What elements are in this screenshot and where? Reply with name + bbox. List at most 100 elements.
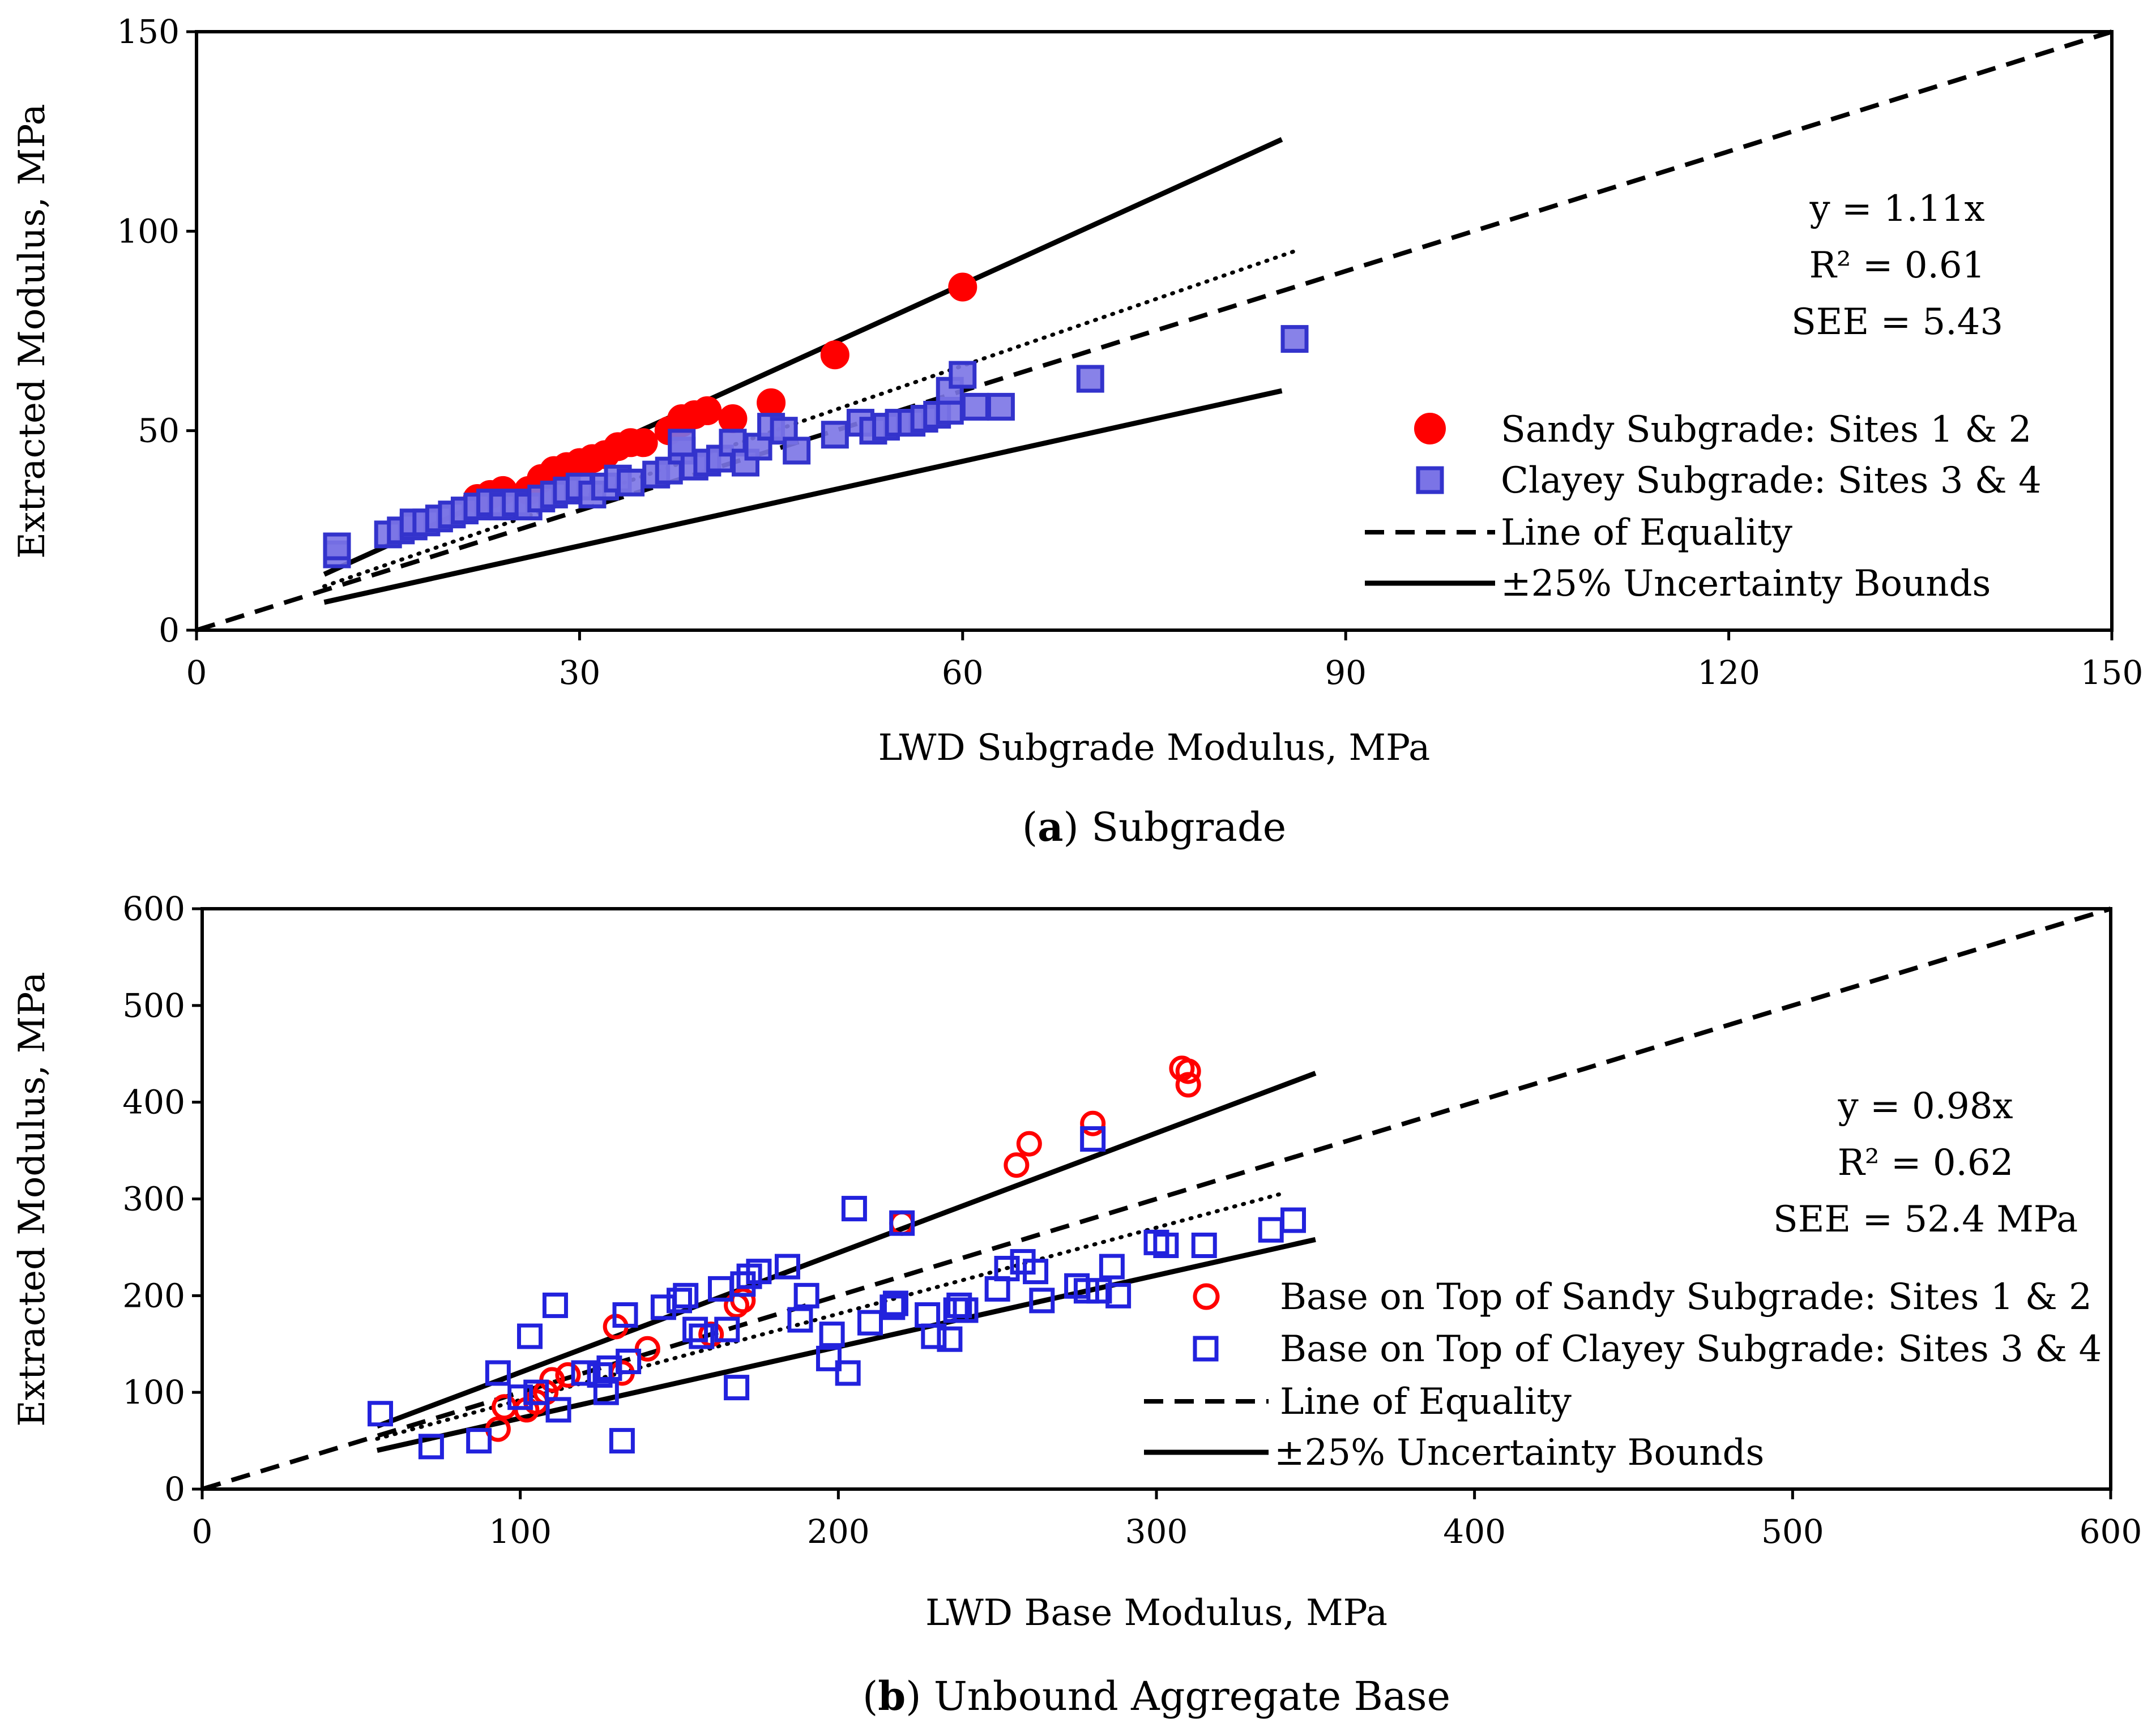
panel-b-clayey-point	[1029, 1288, 1055, 1314]
panel-b-regression-annotation: y = 0.98x R² = 0.62 SEE = 52.4 MPa	[1773, 1085, 2078, 1241]
panel-b-clayey-point	[953, 1297, 979, 1323]
panel-a-points	[323, 272, 1309, 568]
panel-b-y-tick-label: 400	[122, 1083, 185, 1122]
panel-a-regression-annotation: y = 1.11x R² = 0.61 SEE = 5.43	[1791, 188, 2003, 343]
panel-b-y-tick-label: 200	[122, 1276, 185, 1315]
panel-b-clayey-point	[616, 1349, 642, 1374]
panel-a-x-tick-label: 150	[2081, 653, 2144, 692]
panel-b-clayey-point	[1099, 1254, 1125, 1280]
panel-a-clayey-point	[987, 392, 1015, 421]
panel-b-clayey-point	[787, 1307, 813, 1333]
panel-b-clayey-point	[880, 1294, 906, 1320]
panel-b-clayey-point	[542, 1292, 568, 1318]
panel-a-caption-letter: a	[1038, 803, 1063, 850]
panel-b-clayey-point	[682, 1316, 708, 1342]
panel-a-x-tick-label: 30	[558, 653, 600, 692]
panel-b-caption: (b) Unbound Aggregate Base	[863, 1673, 1450, 1720]
panel-a-sandy-point	[693, 396, 722, 425]
panel-a-clayey-point	[961, 392, 989, 421]
panel-a-clayey-point	[783, 437, 811, 465]
panel-b-clayey-point	[507, 1384, 533, 1410]
panel-b-clayey-point	[841, 1196, 867, 1222]
panel-a-clayey-point	[1280, 325, 1309, 353]
panel-b-clayey-point	[466, 1428, 492, 1454]
panel-b-clayey-point	[1086, 1278, 1112, 1304]
panel-b-legend-clayey-marker	[1193, 1336, 1219, 1362]
panel-a-y-tick-label: 50	[138, 412, 180, 450]
panel-b-clayey-point	[921, 1323, 947, 1349]
panel-b-clayey-point	[1258, 1217, 1284, 1243]
panel-b-ticks: 0 100 200 300 400 500 600 0 100 200 300 400 500 600	[122, 889, 2142, 1551]
panel-a-trend-line	[322, 249, 1297, 588]
panel-b-clayey-point	[612, 1302, 638, 1328]
panel-b-clayey-point	[1080, 1126, 1106, 1152]
panel-b-clayey-point	[667, 1288, 692, 1314]
panel-a-clayey-point	[668, 429, 696, 457]
panel-b-y-tick-label: 500	[122, 986, 185, 1025]
panel-a-clayey-point	[949, 361, 977, 389]
panel-b-sandy-point	[1175, 1058, 1201, 1084]
panel-b-line-of-equality-line	[201, 906, 2112, 1491]
panel-b-y-tick-label: 0	[164, 1470, 185, 1508]
panel-a-sandy-point	[718, 404, 748, 434]
panel-a-caption: (a) Subgrade	[1022, 803, 1286, 850]
panel-b-clayey-point	[673, 1282, 699, 1308]
panel-a-legend-bounds-label: ±25% Uncertainty Bounds	[1501, 563, 1991, 605]
panel-b-x-tick-label: 400	[1443, 1512, 1506, 1551]
panel-a-clayey-point	[821, 421, 849, 449]
panel-b-points	[368, 1055, 1307, 1460]
panel-b-clayey-point	[994, 1256, 1020, 1281]
panel-a-lower-bound-line	[323, 388, 1283, 605]
panel-b-clayey-point	[774, 1254, 800, 1280]
panel-b-clayey-point	[418, 1434, 444, 1460]
panel-b-clayey-point	[689, 1323, 715, 1349]
panel-a-legend-clayey-marker	[1416, 466, 1444, 494]
panel-b-clayey-point	[1153, 1233, 1179, 1258]
panel-b-sandy-point	[1004, 1152, 1030, 1178]
panel-b-clayey-point	[1105, 1282, 1132, 1308]
panel-b-x-tick-label: 600	[2080, 1512, 2142, 1551]
panel-a-sandy-point	[820, 340, 849, 370]
panel-a-x-tick-label: 120	[1697, 653, 1760, 692]
panel-a-subgrade-chart: 0 30 60 90 120 150 0 50 100 150 LWD Subgrade Modu…	[11, 12, 2143, 850]
panel-b-sandy-point	[1175, 1072, 1201, 1098]
panel-b-legend-clayey-label: Base on Top of Clayey Subgrade: Sites 3 …	[1280, 1328, 2102, 1370]
panel-a-legend-equality-label: Line of Equality	[1501, 512, 1792, 554]
panel-a-plot-frame	[195, 30, 2114, 632]
panel-b-clayey-point	[571, 1360, 597, 1386]
panel-a-clayey-point	[323, 532, 351, 561]
panel-b-clayey-point	[882, 1290, 908, 1316]
panel-b-clayey-point	[746, 1259, 772, 1285]
panel-b-clayey-point	[593, 1379, 619, 1405]
panel-b-clayey-point	[485, 1360, 511, 1386]
panel-b-clayey-point	[819, 1322, 845, 1348]
panel-b-x-tick-label: 100	[489, 1512, 552, 1551]
panel-a-clayey-point	[617, 468, 645, 497]
panel-a-y-tick-label: 150	[117, 12, 180, 51]
panel-b-clayey-point	[523, 1379, 549, 1405]
panel-a-caption-text: Subgrade	[1091, 804, 1286, 850]
panel-b-y-tick-label: 100	[122, 1373, 185, 1412]
panel-b-base-chart: 0 100 200 300 400 500 600 0 100 200 300 400 500 600 L…	[11, 889, 2142, 1720]
panel-b-sandy-point	[555, 1362, 581, 1388]
panel-b-y-axis-title: Extracted Modulus, MPa	[11, 972, 53, 1426]
panel-a-legend-sandy-label: Sandy Subgrade: Sites 1 & 2	[1501, 409, 2031, 451]
panel-b-clayey-point	[984, 1276, 1010, 1302]
panel-b-clayey-point	[609, 1428, 635, 1454]
panel-b-caption-text: Unbound Aggregate Base	[934, 1673, 1450, 1720]
panel-b-sandy-point	[1016, 1131, 1042, 1157]
panel-a-clayey-point	[1076, 365, 1104, 393]
panel-a-x-axis-title: LWD Subgrade Modulus, MPa	[878, 727, 1431, 769]
panel-b-clayey-point	[596, 1355, 622, 1381]
panel-b-clayey-point	[368, 1401, 394, 1427]
panel-a-ticks: 0 30 60 90 120 150 0 50 100 150	[117, 12, 2143, 692]
panel-b-clayey-point	[714, 1316, 740, 1342]
panel-b-clayey-point	[517, 1323, 543, 1349]
panel-a-legend-clayey-label: Clayey Subgrade: Sites 3 & 4	[1501, 460, 2042, 502]
panel-b-clayey-point	[857, 1310, 883, 1336]
panel-b-x-tick-label: 300	[1125, 1512, 1188, 1551]
panel-a-x-tick-label: 90	[1325, 653, 1367, 692]
panel-b-see: SEE = 52.4 MPa	[1773, 1199, 2078, 1241]
panel-b-clayey-point	[724, 1375, 750, 1401]
